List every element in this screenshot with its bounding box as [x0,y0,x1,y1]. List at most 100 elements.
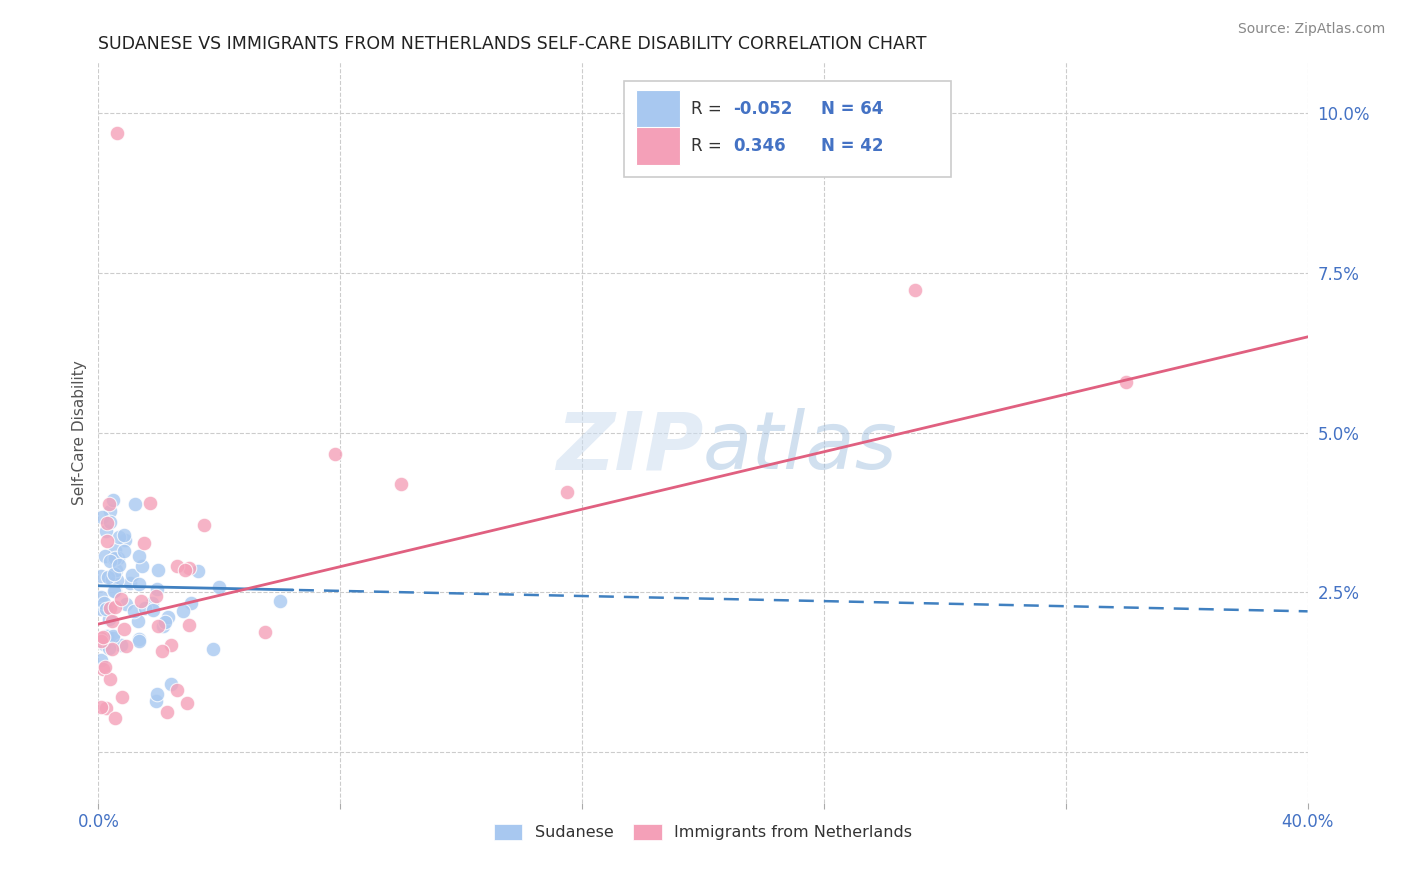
Point [96,629,118,643]
Text: ZIP: ZIP [555,409,703,486]
Point [134,536,156,550]
Point [131,594,153,608]
Point [105,563,128,577]
Point [96,601,118,615]
Point [112,543,135,558]
Point [904,283,927,297]
Point [90,653,112,667]
Point [174,563,197,577]
Point [118,576,141,591]
Point [131,559,153,574]
Point [166,683,188,698]
Point [146,687,169,701]
FancyBboxPatch shape [637,127,681,165]
Point [152,618,174,632]
Point [172,604,194,618]
Text: 0.346: 0.346 [734,137,786,155]
Point [98,515,121,529]
Point [91,662,114,676]
Point [96,516,118,530]
Text: N = 42: N = 42 [821,137,884,155]
Point [145,589,167,603]
Point [90,569,112,583]
Point [139,496,162,510]
Point [104,710,127,724]
Point [104,583,127,598]
Point [94,701,117,715]
Point [145,694,167,708]
Text: SUDANESE VS IMMIGRANTS FROM NETHERLANDS SELF-CARE DISABILITY CORRELATION CHART: SUDANESE VS IMMIGRANTS FROM NETHERLANDS … [98,35,927,53]
Point [100,614,122,628]
Point [153,615,176,629]
Point [98,672,121,686]
Point [114,528,136,542]
Point [100,642,122,657]
Point [124,497,146,511]
Point [176,696,198,710]
Point [94,660,117,674]
Point [94,524,117,539]
Point [166,559,188,574]
Point [145,582,167,596]
Point [98,504,121,518]
Point [97,640,120,655]
Point [98,554,121,568]
Point [104,543,127,558]
Point [157,610,180,624]
Point [90,591,112,605]
Text: Source: ZipAtlas.com: Source: ZipAtlas.com [1237,22,1385,37]
Point [111,690,134,705]
Point [555,485,578,500]
Point [128,634,150,648]
Point [101,631,124,645]
Point [160,638,183,652]
Point [121,568,143,582]
Point [160,677,183,691]
Point [114,639,136,653]
Point [115,597,138,611]
Point [193,518,215,533]
Point [105,126,128,140]
FancyBboxPatch shape [624,81,950,178]
Point [104,551,127,566]
Point [96,570,118,584]
Point [208,580,231,594]
Point [389,477,412,491]
Point [177,561,200,575]
Point [104,600,127,615]
Point [96,533,118,548]
Point [98,612,121,626]
Point [107,551,129,566]
Text: R =: R = [690,100,727,118]
Point [122,604,145,618]
Point [103,566,125,581]
Point [93,596,115,610]
Point [128,632,150,647]
Point [142,603,165,617]
Point [93,637,115,651]
Point [180,596,202,610]
Point [90,510,112,524]
Point [90,631,112,645]
Point [108,529,131,543]
Point [112,622,135,636]
Point [94,549,117,563]
Text: -0.052: -0.052 [734,100,793,118]
Point [90,634,112,648]
Point [177,617,200,632]
Point [90,699,112,714]
Point [127,614,149,628]
Point [114,533,136,547]
Text: N = 64: N = 64 [821,100,884,118]
Point [128,549,150,563]
Point [98,601,121,615]
Legend: Sudanese, Immigrants from Netherlands: Sudanese, Immigrants from Netherlands [486,817,920,847]
Y-axis label: Self-Care Disability: Self-Care Disability [72,360,87,505]
Point [187,564,209,578]
Point [148,563,170,577]
Point [128,577,150,591]
Point [90,601,112,615]
Point [150,644,173,658]
Point [325,447,347,461]
Point [97,497,120,511]
